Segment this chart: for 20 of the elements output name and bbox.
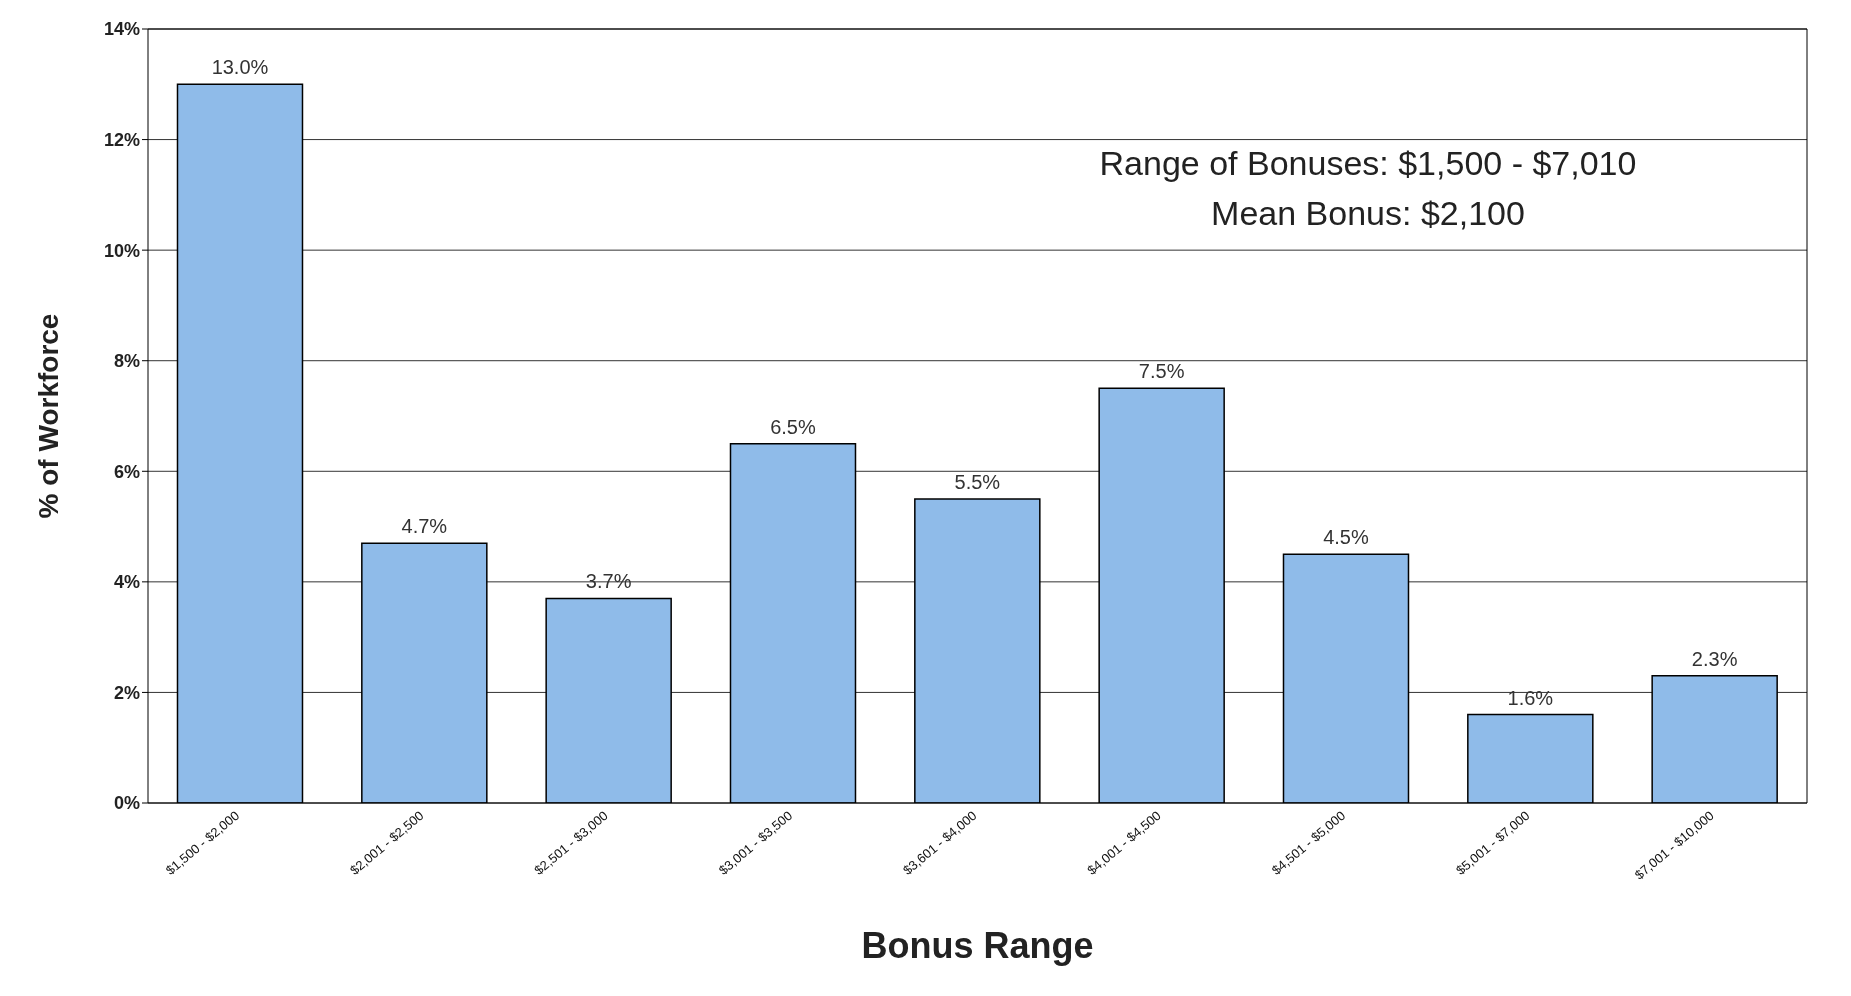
y-tick-label: 14% — [103, 19, 140, 40]
data-label: 7.5% — [1138, 360, 1185, 383]
annotation: Mean Bonus: $2,100 — [1210, 193, 1526, 234]
y-axis-title: % of Workforce — [32, 313, 64, 519]
data-label: 5.5% — [954, 470, 1001, 493]
annotation: Range of Bonuses: $1,500 - $7,010 — [1098, 143, 1638, 184]
y-tick-label: 12% — [103, 129, 140, 150]
data-label: 13.0% — [211, 56, 269, 79]
y-tick-label: 10% — [103, 240, 140, 261]
data-label: 2.3% — [1691, 647, 1738, 670]
x-axis-title: Bonus Range — [861, 925, 1094, 966]
y-tick-label: 6% — [113, 461, 140, 482]
y-tick-label: 0% — [113, 793, 140, 814]
data-label: 6.5% — [770, 415, 816, 438]
y-tick-label: 2% — [113, 682, 140, 703]
y-tick-label: 4% — [113, 572, 140, 593]
data-label: 4.5% — [1323, 526, 1369, 549]
data-label: 4.7% — [401, 515, 448, 538]
data-label: 1.6% — [1507, 686, 1554, 709]
y-tick-label: 8% — [113, 351, 140, 372]
